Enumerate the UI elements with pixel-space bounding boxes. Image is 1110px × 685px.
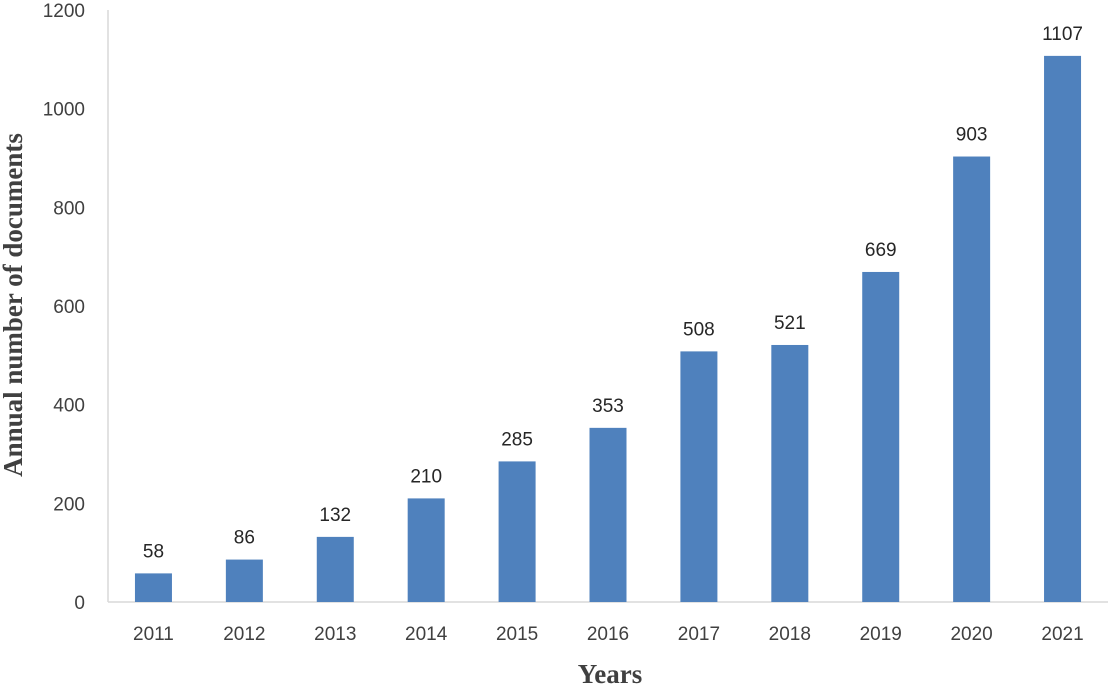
x-tick-label: 2012 <box>223 624 265 645</box>
bar-2017 <box>680 351 718 602</box>
y-tick-label: 400 <box>53 396 85 417</box>
x-tick-label: 2011 <box>133 624 174 645</box>
data-label-2012: 86 <box>234 528 255 549</box>
y-tick-label: 1000 <box>43 100 85 121</box>
data-label-2011: 58 <box>143 541 164 562</box>
bar-2016 <box>589 427 627 602</box>
bar-2012 <box>225 559 263 602</box>
x-tick-label: 2015 <box>496 624 538 645</box>
bar-2014 <box>407 498 445 602</box>
bars: 58 86 132 210 285 353 508 521 669 903 1107 <box>134 24 1083 602</box>
x-tick-label: 2020 <box>950 624 992 645</box>
y-axis-title: Annual number of documents <box>0 133 28 477</box>
data-label-2015: 285 <box>501 429 533 450</box>
bar-2020 <box>953 156 991 602</box>
y-tick-label: 800 <box>53 198 85 219</box>
x-axis-ticks: 2011 2012 2013 2014 2015 2016 2017 2018 2019 2020… <box>133 624 1084 645</box>
x-tick-label: 2021 <box>1041 624 1083 645</box>
bar-2018 <box>771 344 809 602</box>
bar-2019 <box>862 271 900 602</box>
y-tick-label: 0 <box>74 593 85 614</box>
x-tick-label: 2018 <box>769 624 811 645</box>
bar-2021 <box>1044 55 1082 602</box>
x-tick-label: 2016 <box>587 624 629 645</box>
y-axis-ticks: 0 200 400 600 800 1000 1200 <box>43 1 85 614</box>
x-tick-label: 2014 <box>405 624 448 645</box>
x-tick-label: 2019 <box>860 624 902 645</box>
data-label-2014: 210 <box>410 466 442 487</box>
data-label-2019: 669 <box>865 240 897 261</box>
bar-2013 <box>316 536 354 602</box>
data-label-2016: 353 <box>592 396 624 417</box>
y-tick-label: 600 <box>53 297 85 318</box>
data-label-2018: 521 <box>774 313 806 334</box>
data-label-2013: 132 <box>319 505 351 526</box>
x-tick-label: 2013 <box>314 624 356 645</box>
bar-2015 <box>498 461 536 602</box>
bar-2011 <box>134 573 172 602</box>
x-tick-label: 2017 <box>678 624 720 645</box>
data-label-2017: 508 <box>683 319 715 340</box>
data-label-2021: 1107 <box>1042 24 1083 45</box>
y-tick-label: 1200 <box>43 1 85 22</box>
x-axis-title: Years <box>578 659 642 685</box>
data-label-2020: 903 <box>956 125 988 146</box>
y-tick-label: 200 <box>53 494 85 515</box>
